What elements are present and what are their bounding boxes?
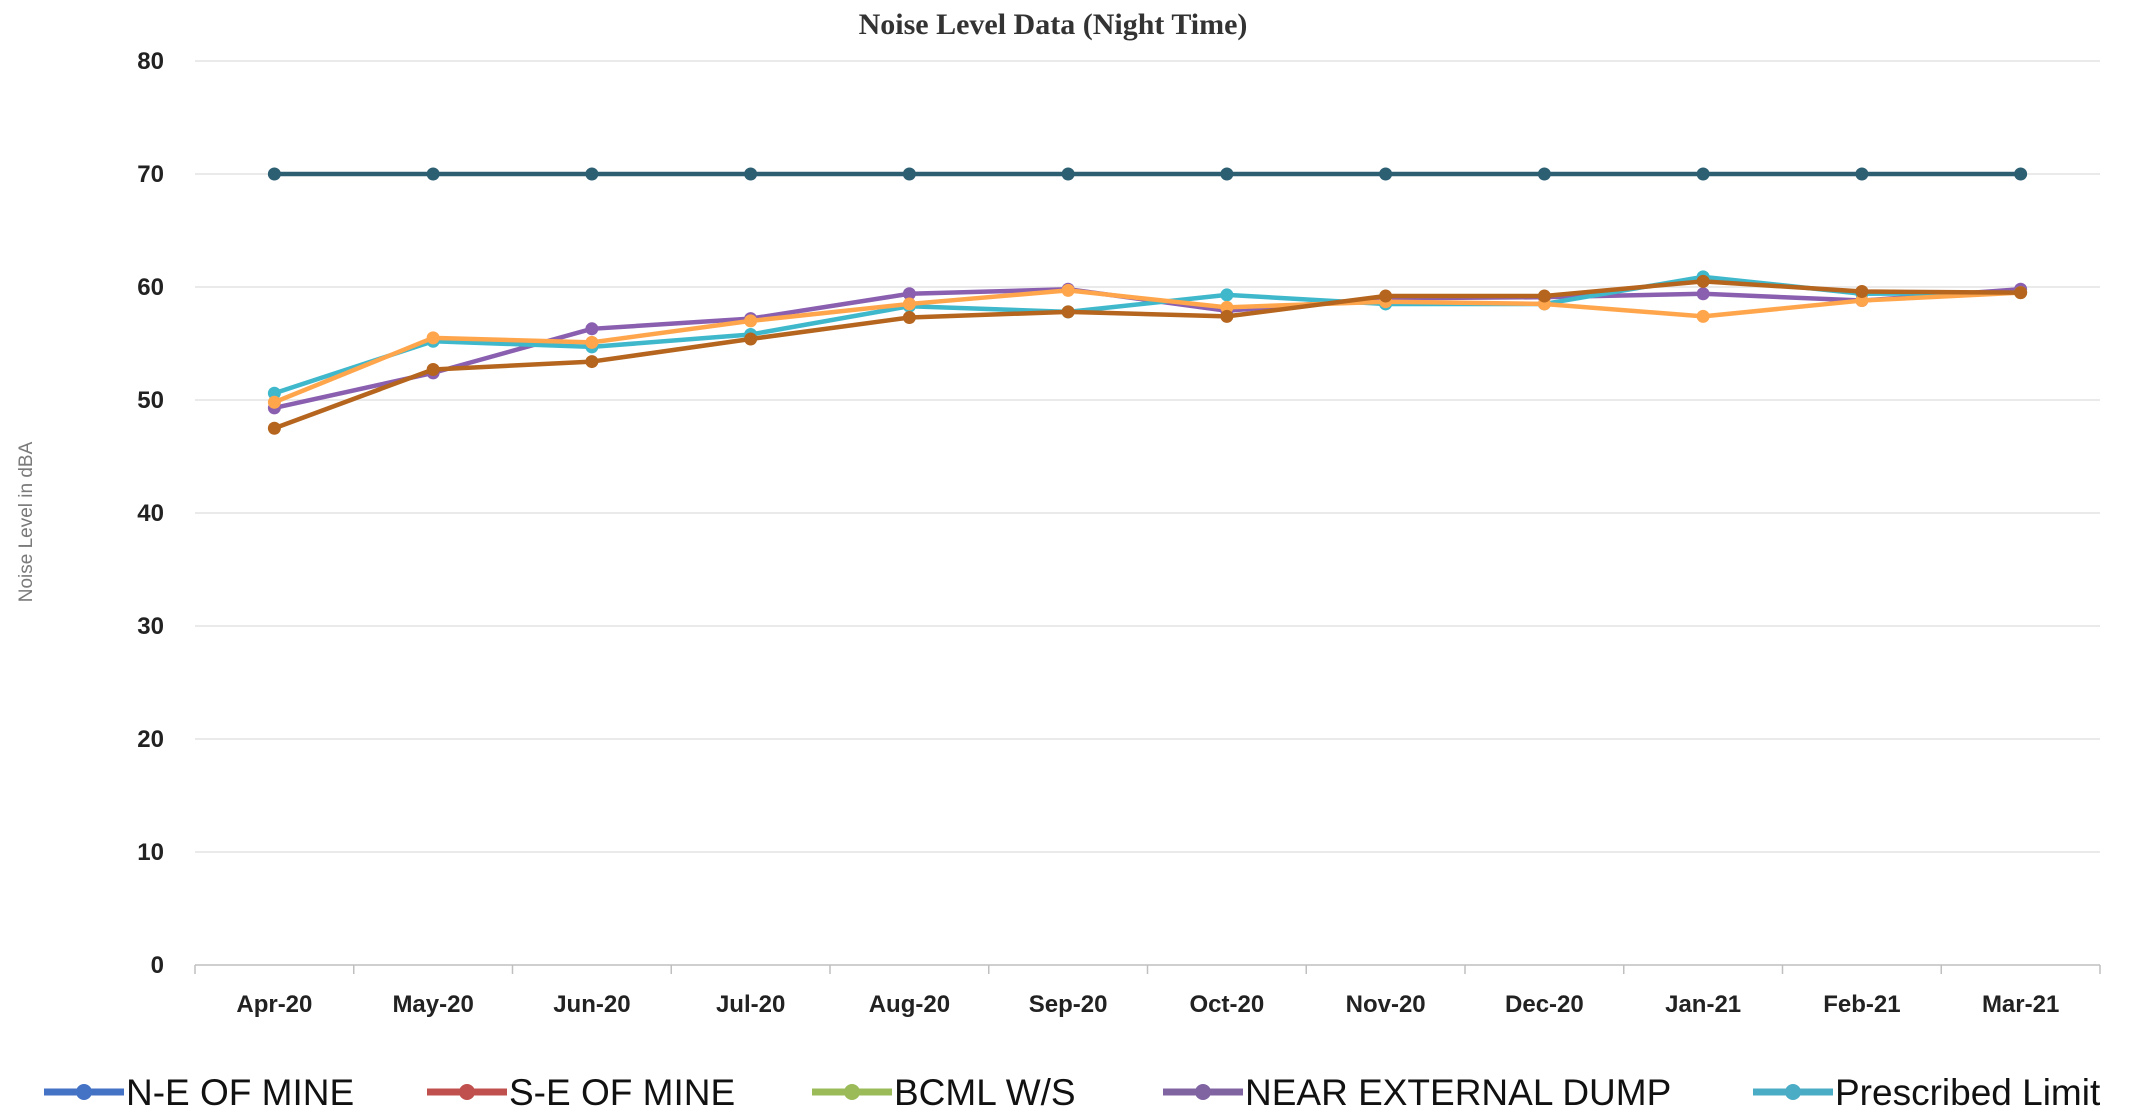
data-point <box>585 322 599 336</box>
legend-swatch-marker <box>76 1084 92 1100</box>
data-point <box>1220 167 1234 181</box>
x-tick-label: Dec-20 <box>1505 991 1584 1018</box>
data-point <box>744 314 758 328</box>
series-4 <box>267 270 2028 400</box>
y-tick-label: 0 <box>151 952 164 979</box>
series-0 <box>267 167 2028 181</box>
legend-swatch-marker <box>1785 1084 1801 1100</box>
data-point <box>1537 289 1551 303</box>
legend: N-E OF MINE S-E OF MINE BCML W/S NEAR EXTER… <box>44 1072 2101 1111</box>
data-point <box>1696 274 1710 288</box>
legend-label: Prescribed Limit <box>1835 1072 2101 1111</box>
legend-label: N-E OF MINE <box>126 1072 354 1111</box>
chart-title: Noise Level Data (Night Time) <box>859 8 1248 41</box>
series-line <box>272 279 2023 431</box>
series-line <box>272 288 2023 405</box>
data-point <box>1061 283 1075 297</box>
y-tick-label: 70 <box>137 161 164 188</box>
x-tick-label: Nov-20 <box>1346 991 1426 1018</box>
x-tick-label: Jul-20 <box>716 991 785 1018</box>
legend-item: BCML W/S <box>812 1072 1076 1111</box>
y-tick-label: 50 <box>137 387 164 414</box>
data-point <box>744 332 758 346</box>
data-point <box>902 297 916 311</box>
data-point <box>902 311 916 325</box>
y-tick-label: 20 <box>137 726 164 753</box>
data-point <box>744 167 758 181</box>
data-point <box>267 167 281 181</box>
x-tick-label: Sep-20 <box>1029 991 1108 1018</box>
legend-item: NEAR EXTERNAL DUMP <box>1163 1072 1671 1111</box>
data-point <box>585 335 599 349</box>
data-point <box>2014 286 2028 300</box>
x-axis <box>194 964 2101 974</box>
data-point <box>1855 294 1869 308</box>
data-point <box>267 395 281 409</box>
data-point <box>1379 167 1393 181</box>
data-point <box>1379 289 1393 303</box>
data-point <box>1061 305 1075 319</box>
series-line <box>272 287 2023 411</box>
legend-item: N-E OF MINE <box>44 1072 354 1111</box>
data-point <box>267 386 281 400</box>
legend-label: S-E OF MINE <box>509 1072 735 1111</box>
x-tick-label: Oct-20 <box>1190 991 1265 1018</box>
data-point <box>585 167 599 181</box>
data-point <box>585 355 599 369</box>
data-point <box>1061 167 1075 181</box>
data-point <box>2014 167 2028 181</box>
y-tick-label: 80 <box>137 48 164 75</box>
y-tick-label: 10 <box>137 839 164 866</box>
data-point <box>426 167 440 181</box>
data-point <box>426 331 440 345</box>
x-tick-label: May-20 <box>392 991 473 1018</box>
data-point <box>1696 287 1710 301</box>
legend-item: Prescribed Limit <box>1753 1072 2101 1111</box>
x-tick-label: Jan-21 <box>1665 991 1741 1018</box>
x-tick-label: Mar-21 <box>1982 991 2059 1018</box>
y-tick-label: 60 <box>137 274 164 301</box>
data-point <box>1855 167 1869 181</box>
y-tick-label: 40 <box>137 500 164 527</box>
data-point <box>267 421 281 435</box>
series-line <box>272 274 2023 396</box>
data-point <box>426 362 440 376</box>
legend-swatch-marker <box>459 1084 475 1100</box>
data-point <box>1537 167 1551 181</box>
x-tick-label: Feb-21 <box>1823 991 1900 1018</box>
data-point <box>1220 300 1234 314</box>
y-axis-tick-labels: 0 10 20 30 40 50 60 70 80 <box>137 48 164 979</box>
data-point <box>902 287 916 301</box>
y-tick-label: 30 <box>137 613 164 640</box>
legend-swatch-marker <box>1195 1084 1211 1100</box>
data-point <box>902 167 916 181</box>
y-axis-label: Noise Level in dBA <box>16 441 37 602</box>
series-2 <box>267 274 2028 435</box>
legend-label: NEAR EXTERNAL DUMP <box>1245 1072 1671 1111</box>
legend-label: BCML W/S <box>894 1072 1076 1111</box>
x-axis-tick-labels: Apr-20 May-20 Jun-20 Jul-20 Aug-20 Sep-20 Oct-… <box>236 991 2059 1018</box>
legend-swatch-marker <box>844 1084 860 1100</box>
data-point <box>1696 167 1710 181</box>
data-point <box>1220 288 1234 302</box>
gridlines <box>195 60 2100 853</box>
series-1 <box>267 283 2028 409</box>
data-point <box>1855 285 1869 299</box>
legend-item: S-E OF MINE <box>427 1072 735 1111</box>
data-point <box>1696 309 1710 323</box>
data-point <box>1220 309 1234 323</box>
x-tick-label: Jun-20 <box>553 991 630 1018</box>
x-tick-label: Aug-20 <box>869 991 950 1018</box>
series-lines <box>267 167 2028 435</box>
x-tick-label: Apr-20 <box>236 991 312 1018</box>
